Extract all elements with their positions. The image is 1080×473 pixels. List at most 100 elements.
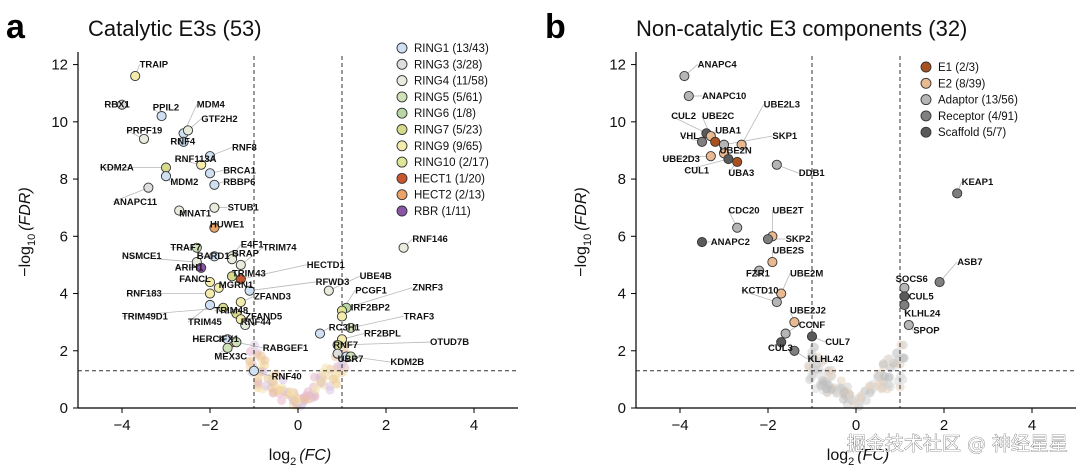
y-axis-label-variable: (FDR) <box>17 187 34 231</box>
data-point <box>138 133 150 145</box>
point-label: TRIM45 <box>188 317 223 328</box>
y-axis-label-subscript: 10 <box>26 234 38 246</box>
legend-label: RBR (1/11) <box>414 206 471 218</box>
x-axis-label-subscript: 2 <box>290 456 296 468</box>
legend-swatch <box>920 77 932 89</box>
data-point <box>789 345 800 356</box>
data-point <box>771 297 782 308</box>
y-axis-label-base: −log <box>573 246 590 277</box>
background-point <box>892 348 902 358</box>
point-label: TRIM74 <box>263 243 298 254</box>
point-label: MDM4 <box>197 100 226 111</box>
y-tick-label: 12 <box>609 57 626 74</box>
panel-letter: b <box>545 8 566 46</box>
x-axis-label-variable: (FC) <box>299 447 331 464</box>
data-point <box>776 337 787 348</box>
point-label: KLHL24 <box>904 308 941 319</box>
legend: E1 (2/3) E2 (8/39) Adaptor (13/56) Receptor… <box>920 61 1018 139</box>
legend-label: RING9 (9/65) <box>414 141 483 153</box>
data-point <box>196 262 207 273</box>
data-point <box>226 254 238 265</box>
point-label: SKP2 <box>786 234 811 245</box>
point-label: ANAPC2 <box>711 237 750 248</box>
point-label: KCTD10 <box>742 286 779 297</box>
background-point <box>336 361 346 371</box>
point-label: RNF183 <box>126 288 161 299</box>
legend-swatch <box>920 94 932 106</box>
data-point <box>222 342 233 353</box>
panel-letter: a <box>6 8 26 46</box>
y-axis-label-subscript: 10 <box>582 234 594 246</box>
background-point <box>896 371 906 381</box>
background-point <box>885 354 895 364</box>
y-tick-label: 0 <box>618 400 626 417</box>
point-label: IFX1 <box>219 334 240 345</box>
point-label: CUL5 <box>909 291 935 302</box>
data-point <box>204 151 216 162</box>
point-label: MEX3C <box>214 351 247 362</box>
data-point <box>903 319 914 331</box>
point-label: UBE2J2 <box>790 306 826 317</box>
point-label: KEAP1 <box>962 177 994 188</box>
point-label: RNF8 <box>232 142 257 153</box>
watermark-text: 掘金技术社区 @ 神经星星 <box>847 433 1068 455</box>
legend-label: HECT2 (2/13) <box>414 190 485 202</box>
data-point <box>209 179 220 190</box>
point-label: RNF146 <box>412 234 447 245</box>
legend-swatch <box>396 156 408 168</box>
data-point <box>780 328 791 339</box>
background-point <box>861 396 871 406</box>
data-point <box>398 242 409 253</box>
background-point <box>318 368 328 378</box>
point-label: ZFAND3 <box>254 291 291 302</box>
data-point <box>191 242 202 253</box>
legend: RING1 (13/43) RING3 (3/28) RING4 (11/58) RI… <box>396 42 489 218</box>
data-point <box>899 299 910 311</box>
point-label: TRAIP <box>140 59 169 70</box>
data-point <box>244 285 255 296</box>
point-label: CCNF <box>799 320 826 331</box>
legend-label: RING4 (11/58) <box>414 76 488 88</box>
point-label: UBE2C <box>702 111 734 122</box>
x-tick-label: 4 <box>470 417 478 434</box>
data-point <box>235 259 246 270</box>
point-label: RNF7 <box>333 340 358 351</box>
point-label: E4F1 <box>241 240 264 251</box>
y-axis-label: −log10 (FDR) <box>573 187 594 277</box>
background-point <box>878 359 888 369</box>
point-label: MGRN1 <box>219 280 254 291</box>
x-axis-label-base: log <box>269 447 290 464</box>
legend-label: E1 (2/3) <box>938 62 979 74</box>
legend-swatch <box>396 91 408 103</box>
point-label: ANAPC11 <box>113 197 158 208</box>
point-label: HECTD1 <box>307 260 346 271</box>
background-point <box>812 357 822 367</box>
data-point <box>789 317 800 328</box>
background-point <box>267 372 277 382</box>
legend-label: Adaptor (13/56) <box>938 95 1018 107</box>
y-tick-label: 2 <box>618 343 626 360</box>
point-label: MDM2 <box>170 177 198 188</box>
point-label: CUL2 <box>671 111 696 122</box>
point-leader-line <box>741 290 777 303</box>
data-point <box>196 159 207 170</box>
point-leader-line <box>662 155 711 160</box>
point-leader-line <box>684 158 729 171</box>
data-point <box>143 182 154 193</box>
legend-label: Scaffold (5/7) <box>938 127 1006 139</box>
background-point <box>855 393 865 403</box>
y-tick-label: 4 <box>60 286 68 303</box>
point-label: PCGF1 <box>355 286 387 297</box>
background-point <box>261 381 271 391</box>
point-label: BARD1 <box>197 251 230 262</box>
point-label: ARIH1 <box>175 263 204 274</box>
point-label: ASB7 <box>957 257 982 268</box>
legend-label: RING10 (2/17) <box>414 157 489 169</box>
point-label: RF2BPL <box>364 328 401 339</box>
point-label: STUB1 <box>228 203 260 214</box>
point-label: HUWE1 <box>210 220 245 231</box>
point-label: HERC4 <box>192 334 225 345</box>
legend-swatch <box>396 124 408 135</box>
legend-swatch <box>396 140 408 152</box>
